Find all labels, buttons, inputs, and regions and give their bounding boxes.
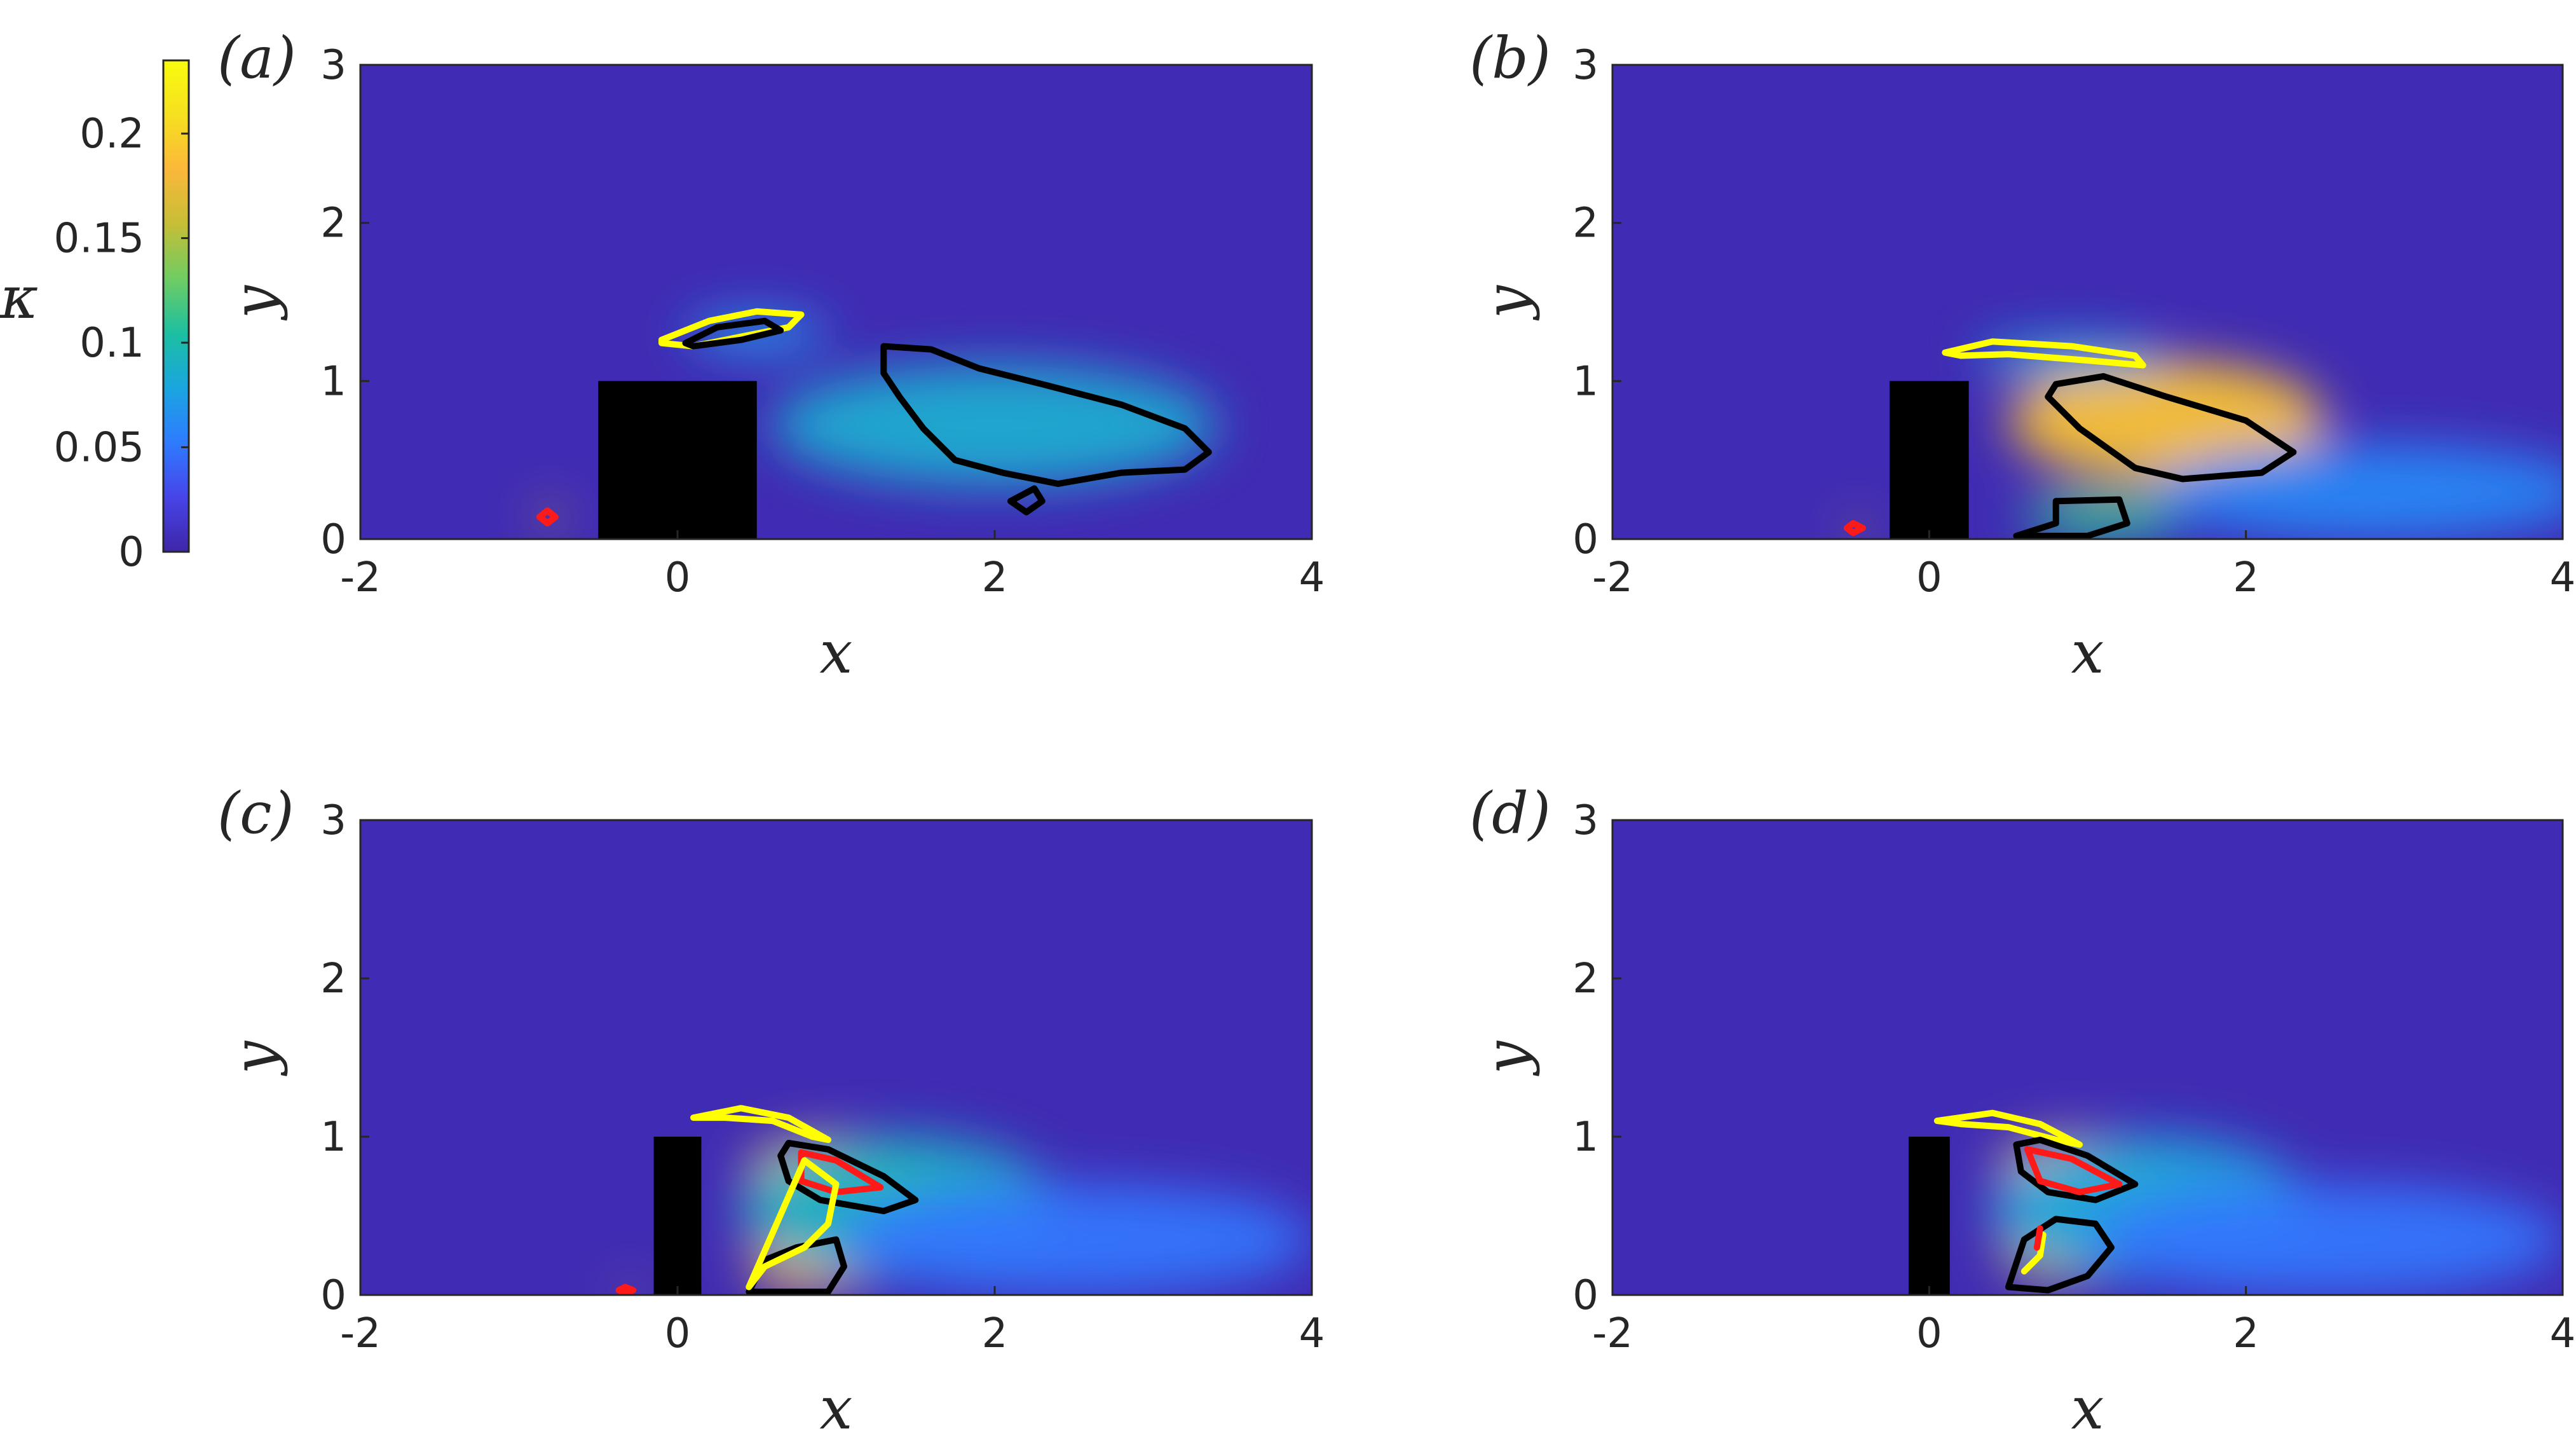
y-tick-label: 3 bbox=[320, 42, 346, 89]
contour-black bbox=[1007, 485, 1046, 516]
contour-black bbox=[682, 317, 784, 350]
contour-black bbox=[2005, 1216, 2115, 1294]
x-tick-label: -2 bbox=[1592, 554, 1633, 601]
colorbar-label: κ bbox=[0, 264, 38, 332]
axes-frame bbox=[359, 819, 1313, 1296]
panel-label: (c) bbox=[217, 780, 294, 847]
heatmap-hotspot bbox=[836, 1184, 1312, 1295]
y-axis-label: y bbox=[1473, 1040, 1541, 1076]
heatmap-hotspot bbox=[2008, 360, 2326, 481]
y-tick-label: 0 bbox=[320, 516, 346, 563]
colorbar-tick-label: 0.1 bbox=[79, 320, 144, 367]
x-axis-label: x bbox=[820, 619, 853, 687]
panel-label: (b) bbox=[1469, 25, 1551, 92]
axes-frame bbox=[1611, 64, 2564, 540]
x-tick-label: 2 bbox=[2233, 1310, 2259, 1357]
contour-red bbox=[2033, 1225, 2043, 1251]
axes-frame bbox=[1611, 819, 2564, 1296]
y-tick-label: 1 bbox=[320, 1114, 346, 1161]
plot-area bbox=[360, 65, 1312, 539]
contour-black bbox=[2045, 373, 2297, 483]
x-tick-label: -2 bbox=[340, 554, 381, 601]
x-tick-label: 4 bbox=[2550, 1310, 2576, 1357]
x-tick-label: 4 bbox=[1299, 1310, 1325, 1357]
colorbar: 0 0.05 0.1 0.15 0.2 κ bbox=[0, 59, 190, 576]
x-tick-label: 2 bbox=[2233, 554, 2259, 601]
colorbar-tick-label: 0 bbox=[118, 529, 144, 576]
contour-yellow bbox=[746, 1157, 840, 1291]
contour-black bbox=[2013, 1137, 2139, 1203]
y-axis-label: y bbox=[221, 285, 289, 321]
x-tick-label: 4 bbox=[1299, 554, 1325, 601]
x-axis-label: x bbox=[2071, 619, 2104, 687]
plot-area bbox=[1612, 820, 2563, 1295]
y-tick-label: 3 bbox=[1572, 42, 1598, 89]
colorbar-bar bbox=[162, 59, 190, 553]
y-axis-label: y bbox=[1473, 285, 1541, 321]
contour-red bbox=[798, 1149, 884, 1196]
contour-black bbox=[777, 1140, 919, 1214]
contour-yellow bbox=[690, 1105, 831, 1143]
contour-yellow bbox=[658, 308, 805, 350]
contour-red bbox=[536, 507, 559, 527]
y-tick-label: 2 bbox=[1572, 200, 1598, 247]
y-tick-label: 3 bbox=[1572, 797, 1598, 844]
panel-label: (a) bbox=[217, 25, 296, 92]
heatmap-hotspot bbox=[2087, 1184, 2563, 1295]
y-axis-label: y bbox=[221, 1040, 289, 1076]
axes-frame bbox=[359, 64, 1313, 540]
contour-yellow bbox=[2021, 1231, 2047, 1275]
y-tick-label: 0 bbox=[320, 1272, 346, 1319]
contour-red bbox=[615, 1284, 637, 1295]
plot-area bbox=[1612, 65, 2563, 539]
contour-black bbox=[880, 343, 1212, 487]
y-tick-label: 2 bbox=[320, 955, 346, 1003]
x-tick-label: 2 bbox=[982, 554, 1008, 601]
contour-red bbox=[1843, 520, 1866, 537]
contour-black bbox=[2013, 496, 2130, 539]
x-tick-label: 4 bbox=[2550, 554, 2576, 601]
y-tick-label: 2 bbox=[320, 200, 346, 247]
colorbar-tick-label: 0.15 bbox=[54, 216, 145, 263]
x-tick-label: 0 bbox=[1916, 554, 1942, 601]
x-tick-label: -2 bbox=[1592, 1310, 1633, 1357]
heatmap-hotspot bbox=[772, 365, 1217, 486]
y-tick-label: 1 bbox=[1572, 1114, 1598, 1161]
contour-black bbox=[746, 1236, 847, 1295]
y-tick-label: 0 bbox=[1572, 1272, 1598, 1319]
colorbar-tick-label: 0.2 bbox=[79, 111, 144, 158]
obstacle bbox=[653, 1137, 702, 1295]
contour-yellow bbox=[1933, 1109, 2083, 1148]
plot-area bbox=[360, 820, 1312, 1295]
obstacle bbox=[598, 381, 757, 539]
contour-red bbox=[2024, 1146, 2123, 1196]
x-tick-label: 2 bbox=[982, 1310, 1008, 1357]
y-tick-label: 3 bbox=[320, 797, 346, 844]
obstacle bbox=[1908, 1137, 1950, 1295]
y-tick-label: 1 bbox=[1572, 358, 1598, 405]
x-tick-label: 0 bbox=[665, 1310, 691, 1357]
y-tick-label: 0 bbox=[1572, 516, 1598, 563]
heatmap-field bbox=[1850, 338, 2563, 539]
panel-label: (d) bbox=[1469, 780, 1551, 847]
x-tick-label: 0 bbox=[665, 554, 691, 601]
obstacle bbox=[1890, 381, 1969, 539]
x-tick-label: 0 bbox=[1916, 1310, 1942, 1357]
x-tick-label: -2 bbox=[340, 1310, 381, 1357]
colorbar-tick-label: 0.05 bbox=[54, 425, 145, 472]
x-axis-label: x bbox=[820, 1374, 853, 1442]
heatmap-hotspot bbox=[2151, 444, 2563, 539]
x-axis-label: x bbox=[2071, 1374, 2104, 1442]
y-tick-label: 1 bbox=[320, 358, 346, 405]
y-tick-label: 2 bbox=[1572, 955, 1598, 1003]
contour-yellow bbox=[1942, 338, 2146, 369]
